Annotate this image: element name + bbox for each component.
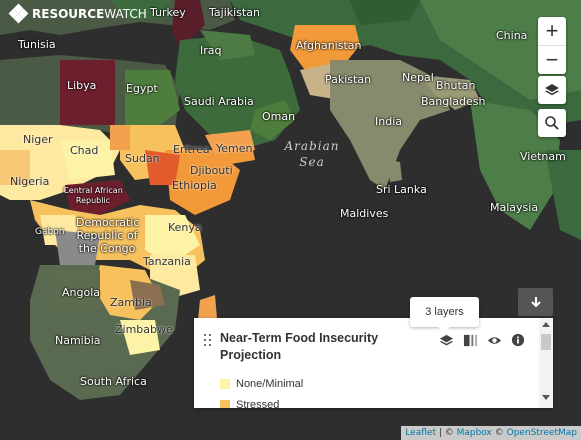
map-label-country: Saudi Arabia xyxy=(184,95,254,108)
map-label-country: Ethiopia xyxy=(172,179,217,192)
map-label-country: Egypt xyxy=(126,82,158,95)
zoom-control: + − xyxy=(538,17,566,74)
map-label-country: Nepal xyxy=(402,71,434,84)
map-label-country: Bhutan xyxy=(436,79,476,92)
map-label-country: Maldives xyxy=(340,207,389,220)
layers-icon xyxy=(545,84,559,96)
map-label-country: Namibia xyxy=(55,334,101,347)
map-label-country: Turkey xyxy=(150,6,186,19)
logo-text-bold: RESOURCE xyxy=(32,7,105,21)
map-label-country: India xyxy=(375,115,402,128)
info-icon xyxy=(511,333,525,347)
legend-toolbar xyxy=(438,332,526,348)
map-label-country: Eritrea xyxy=(173,143,210,156)
zoom-in-button[interactable]: + xyxy=(545,18,559,43)
logo-icon xyxy=(8,3,29,24)
attribution-sep: © xyxy=(491,428,507,438)
map-label-country: Vietnam xyxy=(520,150,566,163)
map-label-country: Zambia xyxy=(110,296,152,309)
resourcewatch-logo[interactable]: RESOURCE WATCH xyxy=(8,3,147,24)
legend-item-label: None/Minimal xyxy=(236,378,304,390)
scroll-up-icon[interactable] xyxy=(542,322,550,327)
map-label-country: Chad xyxy=(70,144,99,157)
map-label-country: Bangladesh xyxy=(421,95,486,108)
legend-info-button[interactable] xyxy=(510,332,526,348)
map-attribution: Leaflet | © Mapbox © OpenStreetMap xyxy=(401,426,581,440)
mapbox-link[interactable]: Mapbox xyxy=(456,428,492,438)
search-button[interactable] xyxy=(538,109,566,137)
scroll-down-icon[interactable] xyxy=(542,395,550,400)
legend-item-label: Stressed xyxy=(236,399,280,408)
legend-panel: Near-Term Food Insecurity Projection xyxy=(194,318,553,408)
legend-item: Stressed xyxy=(220,399,279,408)
legend-visibility-button[interactable] xyxy=(486,332,502,348)
osm-link[interactable]: OpenStreetMap xyxy=(506,428,577,438)
map-label-sea: Arabian Sea xyxy=(284,139,340,169)
logo-text-thin: WATCH xyxy=(104,7,147,21)
legend-collapse-button[interactable] xyxy=(518,288,553,316)
map-label-country: Afghanistan xyxy=(296,39,362,52)
map-label-country: Tunisia xyxy=(18,38,56,51)
attribution-sep: | © xyxy=(435,428,457,438)
map-label-country: Malaysia xyxy=(490,201,539,214)
map-label-country: Iraq xyxy=(200,44,222,57)
map-label-country: Sri Lanka xyxy=(376,183,427,196)
leaflet-link[interactable]: Leaflet xyxy=(405,428,436,438)
layers-icon xyxy=(439,334,453,345)
map-label-country: Yemen xyxy=(216,142,253,155)
map-label-country: Nigeria xyxy=(10,175,50,188)
map-label-country: Libya xyxy=(67,79,97,92)
map-label-country: Angola xyxy=(62,286,101,299)
map-label-country: Democratic Republic of the Congo xyxy=(76,216,140,255)
legend-item: None/Minimal xyxy=(220,378,303,390)
legend-title: Near-Term Food Insecurity Projection xyxy=(220,331,379,362)
map-label-country: Oman xyxy=(262,110,296,123)
basemap-layers-button[interactable] xyxy=(538,76,566,104)
map-label-country: Central African Republic xyxy=(63,186,123,205)
legend-swatch xyxy=(220,400,230,408)
map-label-country: Pakistan xyxy=(325,73,372,86)
map-label-country: Gabon xyxy=(35,227,65,237)
map-label-country: Tajikistan xyxy=(209,6,260,19)
eye-icon xyxy=(487,336,501,344)
legend-layers-button[interactable] xyxy=(438,332,454,348)
drag-handle-icon[interactable] xyxy=(204,334,212,346)
map-label-country: Kenya xyxy=(168,221,202,234)
legend-opacity-button[interactable] xyxy=(462,332,478,348)
zoom-out-button[interactable]: − xyxy=(538,45,566,74)
map-label-country: Sudan xyxy=(125,152,160,165)
map-label-country: Zimbabwe xyxy=(115,323,173,336)
search-icon xyxy=(545,116,559,130)
map-label-country: Tanzania xyxy=(143,255,191,268)
arrow-down-icon xyxy=(530,297,541,308)
map-label-country: Djibouti xyxy=(190,164,233,177)
map-label-country: Niger xyxy=(23,133,53,146)
map-label-country: South Africa xyxy=(80,375,147,388)
scrollbar-thumb[interactable] xyxy=(541,334,551,350)
map-label-country: China xyxy=(496,29,528,42)
layers-tooltip: 3 layers xyxy=(410,297,479,333)
opacity-icon xyxy=(463,334,477,346)
legend-scrollbar[interactable] xyxy=(539,318,553,408)
legend-swatch xyxy=(220,379,230,389)
